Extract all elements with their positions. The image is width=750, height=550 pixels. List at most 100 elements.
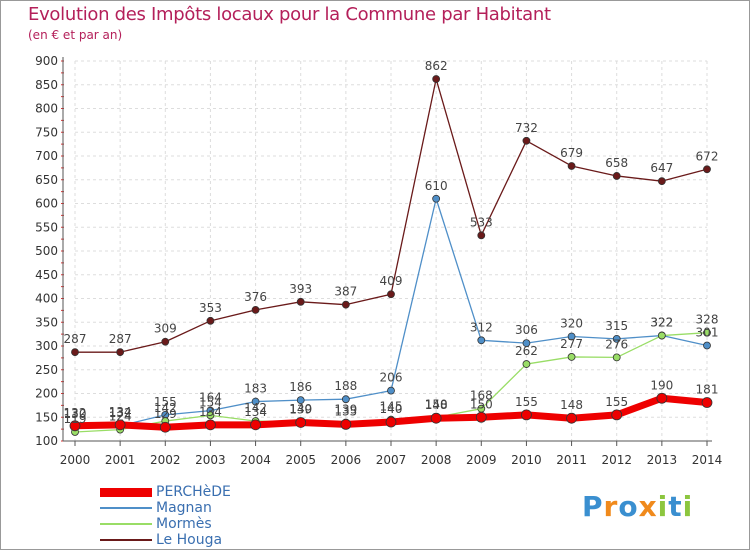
logo-letter: P (582, 490, 604, 523)
data-point-perchede (295, 417, 307, 428)
logo-letter: t (668, 490, 683, 523)
y-tick-label: 450 (35, 268, 58, 282)
y-tick-label: 800 (35, 102, 58, 116)
data-label-magnan: 315 (605, 319, 628, 333)
data-label-le-houga: 672 (696, 149, 719, 163)
data-label-mormes: 142 (154, 401, 177, 415)
data-point-magnan (341, 395, 350, 404)
x-tick-label: 2000 (60, 453, 91, 467)
data-point-mormes (703, 328, 711, 337)
data-label-magnan: 610 (425, 179, 448, 193)
data-point-perchede (250, 419, 261, 431)
y-tick-label: 300 (35, 339, 58, 353)
data-label-magnan: 164 (199, 391, 222, 405)
data-label-perchede: 129 (154, 407, 177, 421)
logo-letter: r (603, 490, 619, 523)
y-tick-label: 200 (35, 387, 58, 401)
y-tick-label: 100 (35, 434, 58, 448)
data-label-perchede: 140 (380, 402, 403, 416)
data-label-le-houga: 647 (650, 161, 673, 175)
data-label-magnan: 206 (380, 371, 403, 385)
legend-swatch-mormes (100, 523, 152, 525)
data-label-mormes: 328 (696, 313, 719, 327)
data-point-le-houga (71, 348, 79, 357)
x-tick-label: 2004 (240, 453, 271, 467)
y-tick-label: 400 (35, 292, 58, 306)
data-point-perchede (656, 392, 668, 404)
legend-label-perchede: PERCHèDE (156, 484, 231, 500)
data-label-le-houga: 862 (425, 59, 448, 73)
data-point-perchede (475, 411, 487, 423)
data-point-le-houga (703, 165, 711, 174)
data-point-perchede (385, 416, 397, 428)
logo-letter: o (618, 490, 639, 523)
legend-item-le-houga[interactable]: Le Houga (100, 532, 300, 548)
y-tick-label: 900 (35, 54, 58, 68)
legend-item-mormes[interactable]: Mormès (100, 516, 300, 532)
y-tick-label: 850 (35, 78, 58, 92)
data-point-perchede (701, 397, 713, 408)
data-label-mormes: 142 (244, 401, 267, 415)
data-label-magnan: 306 (515, 323, 538, 337)
data-point-perchede (114, 419, 126, 431)
data-label-magnan: 320 (560, 317, 583, 331)
data-point-perchede (69, 420, 81, 432)
data-point-magnan (296, 396, 305, 405)
data-label-mormes: 139 (334, 402, 357, 416)
data-point-le-houga (296, 297, 305, 306)
data-point-mormes (206, 411, 215, 420)
x-tick-label: 2006 (331, 453, 362, 467)
data-label-mormes: 140 (289, 402, 312, 416)
legend-item-perchede[interactable]: PERCHèDE (100, 484, 300, 500)
data-point-le-houga (432, 75, 441, 83)
data-label-perchede: 148 (425, 398, 448, 412)
logo-letter: i (657, 490, 669, 523)
data-point-le-houga (477, 231, 486, 240)
y-tick-label: 350 (35, 315, 58, 329)
data-label-perchede: 190 (650, 378, 673, 392)
data-label-le-houga: 309 (154, 322, 177, 336)
data-label-magnan: 155 (154, 395, 177, 409)
legend-label-mormes: Mormès (156, 516, 212, 532)
y-tick-label: 750 (35, 125, 58, 139)
data-point-le-houga (567, 162, 576, 170)
data-point-le-houga (116, 348, 125, 357)
data-label-magnan: 186 (289, 380, 312, 394)
data-label-mormes: 124 (109, 410, 132, 424)
y-tick-label: 250 (35, 363, 58, 377)
data-point-perchede (340, 418, 352, 430)
data-label-mormes: 145 (380, 400, 403, 414)
data-point-le-houga (341, 300, 350, 309)
axes: 100 150 200 250 300 350 400 450 500 550 600 650 700 7… (35, 54, 722, 467)
data-point-le-houga (161, 337, 170, 346)
data-point-le-houga (387, 290, 395, 299)
data-label-mormes: 150 (425, 397, 448, 411)
x-tick-label: 2014 (692, 453, 723, 467)
data-point-magnan (703, 341, 711, 350)
data-label-magnan: 301 (696, 326, 719, 340)
y-tick-label: 650 (35, 173, 58, 187)
data-label-mormes: 168 (470, 389, 493, 403)
data-label-perchede: 150 (470, 397, 493, 411)
y-tick-label: 150 (35, 410, 58, 424)
y-tick-label: 550 (35, 220, 58, 234)
legend-item-magnan[interactable]: Magnan (100, 500, 300, 516)
logo-letter: x (638, 490, 658, 523)
data-label-perchede: 134 (109, 405, 132, 419)
x-tick-label: 2012 (601, 453, 632, 467)
data-label-perchede: 134 (244, 405, 267, 419)
x-tick-label: 2007 (376, 453, 407, 467)
data-label-le-houga: 409 (380, 274, 403, 288)
data-point-perchede (611, 409, 623, 421)
data-label-perchede: 148 (560, 398, 583, 412)
x-tick-label: 2002 (150, 453, 181, 467)
data-point-perchede (430, 412, 442, 424)
data-label-magnan: 132 (109, 406, 132, 420)
x-tick-label: 2001 (105, 453, 136, 467)
legend-label-magnan: Magnan (156, 500, 212, 516)
data-label-magnan: 188 (334, 379, 357, 393)
data-point-magnan (387, 386, 395, 395)
data-label-perchede: 181 (696, 383, 719, 397)
data-label-magnan: 183 (244, 382, 267, 396)
legend-swatch-perchede (100, 488, 152, 497)
